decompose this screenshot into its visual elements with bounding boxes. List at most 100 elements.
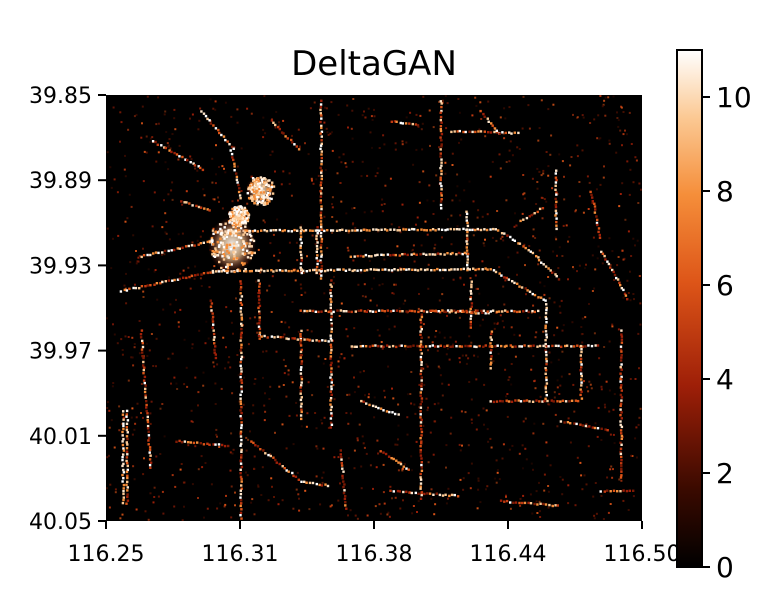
density-speckle xyxy=(377,452,379,455)
density-speckle xyxy=(164,231,167,234)
density-road-cell xyxy=(340,464,344,467)
density-road-cell xyxy=(619,447,623,450)
density-road-cell xyxy=(517,242,520,245)
density-speckle xyxy=(121,353,124,356)
density-road-cell xyxy=(420,309,423,312)
density-speckle xyxy=(356,439,359,442)
density-road-cell xyxy=(178,439,181,443)
density-speckle xyxy=(596,435,599,438)
density-speckle xyxy=(563,175,565,178)
density-road-cell xyxy=(454,311,457,314)
density-road-cell xyxy=(212,329,215,332)
density-speckle xyxy=(602,103,605,106)
density-speckle xyxy=(132,364,135,367)
density-road-cell xyxy=(416,228,419,232)
density-hot-cell xyxy=(253,195,256,199)
density-road-cell xyxy=(357,309,360,312)
density-road-cell xyxy=(320,243,323,247)
density-speckle xyxy=(162,308,165,311)
density-speckle xyxy=(445,502,448,505)
density-road-cell xyxy=(122,468,125,472)
density-speckle xyxy=(297,493,300,496)
density-speckle xyxy=(351,137,354,140)
density-road-cell xyxy=(462,267,465,271)
density-road-cell xyxy=(439,148,442,151)
density-speckle xyxy=(401,140,404,143)
density-road-cell xyxy=(579,388,582,391)
density-hot-cell xyxy=(226,232,229,235)
density-road-cell xyxy=(469,344,472,348)
density-road-cell xyxy=(408,309,412,313)
density-road-cell xyxy=(189,441,192,444)
density-road-cell xyxy=(384,452,388,456)
density-road-cell xyxy=(620,375,623,379)
density-speckle xyxy=(576,270,578,273)
density-road-cell xyxy=(440,172,443,176)
density-road-cell xyxy=(595,221,599,225)
density-road-cell xyxy=(523,501,527,505)
density-road-cell xyxy=(477,312,480,315)
density-speckle xyxy=(262,136,265,139)
density-road-cell xyxy=(438,311,442,314)
density-road-cell xyxy=(330,423,334,426)
density-speckle xyxy=(317,355,320,358)
density-road-cell xyxy=(351,229,354,232)
density-road-cell xyxy=(329,283,332,286)
density-hot-cell xyxy=(246,229,249,232)
density-road-cell xyxy=(479,228,483,232)
density-road-cell xyxy=(284,135,287,138)
density-road-cell xyxy=(363,310,366,313)
density-hot-cell xyxy=(235,213,239,216)
density-road-cell xyxy=(318,339,321,343)
density-speckle xyxy=(322,362,325,365)
density-speckle xyxy=(197,128,200,131)
density-speckle xyxy=(370,287,373,290)
density-speckle xyxy=(521,444,524,447)
density-road-cell xyxy=(545,306,548,310)
density-road-cell xyxy=(515,310,519,314)
density-speckle xyxy=(220,387,223,390)
density-road-cell xyxy=(125,428,129,432)
density-road-cell xyxy=(299,339,303,342)
density-road-cell xyxy=(319,112,322,115)
density-speckle xyxy=(477,209,480,212)
density-road-cell xyxy=(377,344,380,348)
density-road-cell xyxy=(451,345,454,348)
density-speckle xyxy=(265,350,268,353)
density-speckle xyxy=(180,463,183,465)
density-speckle xyxy=(308,508,311,511)
density-speckle xyxy=(262,376,264,379)
density-speckle xyxy=(558,153,561,156)
density-speckle xyxy=(400,270,403,273)
density-speckle xyxy=(219,502,222,505)
density-speckle xyxy=(363,446,366,449)
density-road-cell xyxy=(315,265,319,269)
density-road-cell xyxy=(554,188,557,191)
density-speckle xyxy=(426,233,429,236)
density-road-cell xyxy=(299,232,303,235)
density-road-cell xyxy=(590,344,594,348)
density-speckle xyxy=(312,182,315,185)
density-speckle xyxy=(357,283,360,286)
density-speckle xyxy=(510,383,513,386)
density-speckle xyxy=(205,320,208,323)
y-tick-label: 39.97 xyxy=(29,340,92,365)
density-speckle xyxy=(231,452,234,455)
density-road-cell xyxy=(390,269,394,272)
density-hot-cell xyxy=(261,199,264,202)
density-road-cell xyxy=(315,257,318,260)
density-speckle xyxy=(150,333,153,335)
density-hot-cell xyxy=(260,179,264,182)
density-road-cell xyxy=(270,269,273,272)
density-speckle xyxy=(513,333,516,336)
density-road-cell xyxy=(336,268,339,271)
density-road-cell xyxy=(540,261,543,264)
density-speckle xyxy=(352,222,355,225)
density-speckle xyxy=(167,168,170,171)
density-road-cell xyxy=(299,335,302,338)
density-road-cell xyxy=(507,278,511,281)
density-speckle xyxy=(324,168,327,171)
density-speckle xyxy=(182,481,185,484)
density-speckle xyxy=(142,473,145,476)
density-road-cell xyxy=(239,468,242,471)
